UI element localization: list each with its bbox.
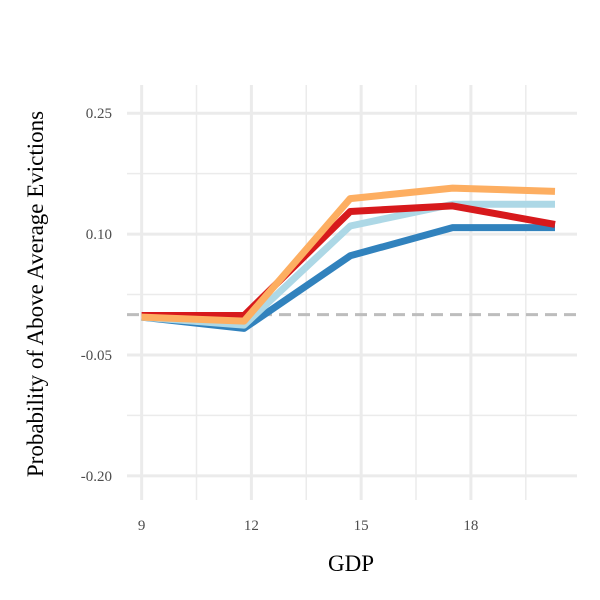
x-tick-label: 18	[463, 518, 478, 534]
y-tick-label: -0.05	[81, 348, 112, 364]
x-tick-labels: 9 12 15 18	[138, 518, 479, 534]
series-line-3	[141, 202, 556, 319]
y-axis-title: Probability of Above Average Evictions	[23, 111, 48, 477]
y-tick-label: 0.25	[86, 106, 112, 122]
major-gridlines	[127, 85, 577, 500]
minor-gridlines	[127, 85, 577, 500]
y-tick-label: 0.10	[86, 227, 112, 243]
x-axis-title: GDP	[328, 551, 374, 576]
y-tick-labels: 0.25 0.10 -0.05 -0.20	[81, 106, 112, 485]
x-tick-label: 15	[354, 518, 369, 534]
series-line-4	[141, 184, 556, 325]
series-line-2	[141, 200, 555, 329]
y-tick-label: -0.20	[81, 469, 112, 485]
x-tick-label: 12	[244, 518, 259, 534]
series-lines	[141, 184, 556, 332]
x-tick-label: 9	[138, 518, 146, 534]
